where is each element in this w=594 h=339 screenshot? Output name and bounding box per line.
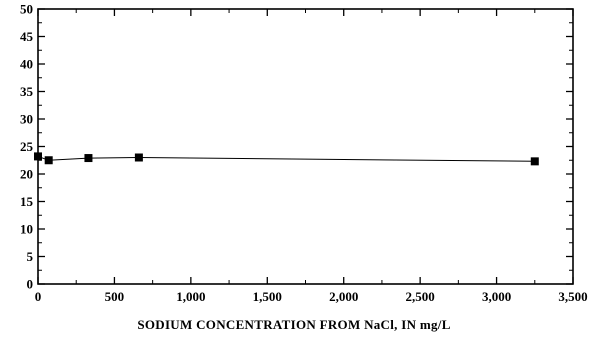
y-tick-label: 40 <box>20 57 33 72</box>
data-point <box>84 154 93 163</box>
y-tick-label: 35 <box>20 84 34 99</box>
y-tick-label: 30 <box>20 112 33 127</box>
y-tick-label: 25 <box>20 139 34 154</box>
x-axis-title: SODIUM CONCENTRATION FROM NaCl, IN mg/L <box>137 317 450 332</box>
plot-frame <box>37 8 574 285</box>
data-point <box>44 156 53 165</box>
x-axis: 0 500 1,000 1,500 2,000 2,500 3,000 3,500 <box>35 9 588 304</box>
x-tick-label: 3,000 <box>482 289 511 304</box>
y-tick-label: 15 <box>20 194 34 209</box>
y-tick-label: 10 <box>20 222 33 237</box>
series-line <box>37 155 535 162</box>
series-layer <box>34 152 539 166</box>
x-tick-label: 1,500 <box>253 289 282 304</box>
x-tick-label: 0 <box>35 289 42 304</box>
x-tick-label: 500 <box>105 289 125 304</box>
x-tick-label: 3,500 <box>558 289 587 304</box>
x-tick-label: 2,500 <box>406 289 435 304</box>
y-tick-label: 50 <box>20 2 33 17</box>
y-tick-label: 45 <box>20 29 34 44</box>
y-tick-label: 20 <box>20 167 33 182</box>
y-axis: 0 5 10 15 20 25 30 35 40 45 50 <box>20 2 573 292</box>
data-point <box>134 153 143 162</box>
y-tick-label: 0 <box>27 277 34 292</box>
x-tick-label: 2,000 <box>329 289 358 304</box>
x-tick-label: 1,000 <box>176 289 205 304</box>
y-tick-label: 5 <box>27 249 34 264</box>
data-point <box>530 157 539 166</box>
data-point <box>34 152 42 161</box>
